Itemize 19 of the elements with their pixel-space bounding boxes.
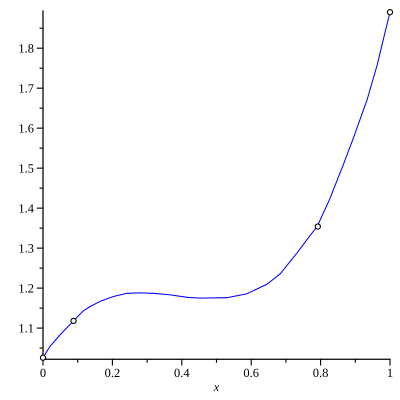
- x-tick-label: 0.2: [105, 368, 120, 378]
- y-tick-label: 1.6: [19, 124, 34, 133]
- x-tick-label: 0.8: [313, 368, 328, 378]
- point: [314, 223, 321, 230]
- x-tick-label: 1: [388, 368, 392, 377]
- y-tick-label: 1.1: [19, 324, 34, 333]
- point: [40, 354, 46, 361]
- y-tick-label: 1.7: [19, 84, 34, 93]
- y-tick-label: 1.2: [19, 284, 34, 293]
- y-tick-label: 1.3: [19, 244, 34, 253]
- point: [70, 318, 77, 324]
- y-tick-label: 1.4: [19, 204, 34, 213]
- y-tick-label: 1.5: [19, 164, 34, 173]
- point: [386, 9, 394, 16]
- x-axis-title: x: [214, 385, 220, 392]
- x-tick-label: 0.6: [244, 368, 259, 378]
- x-tick-label: 0.4: [174, 368, 190, 378]
- y-tick-label: 1.8: [19, 44, 34, 53]
- x-tick-label: 0: [40, 368, 46, 378]
